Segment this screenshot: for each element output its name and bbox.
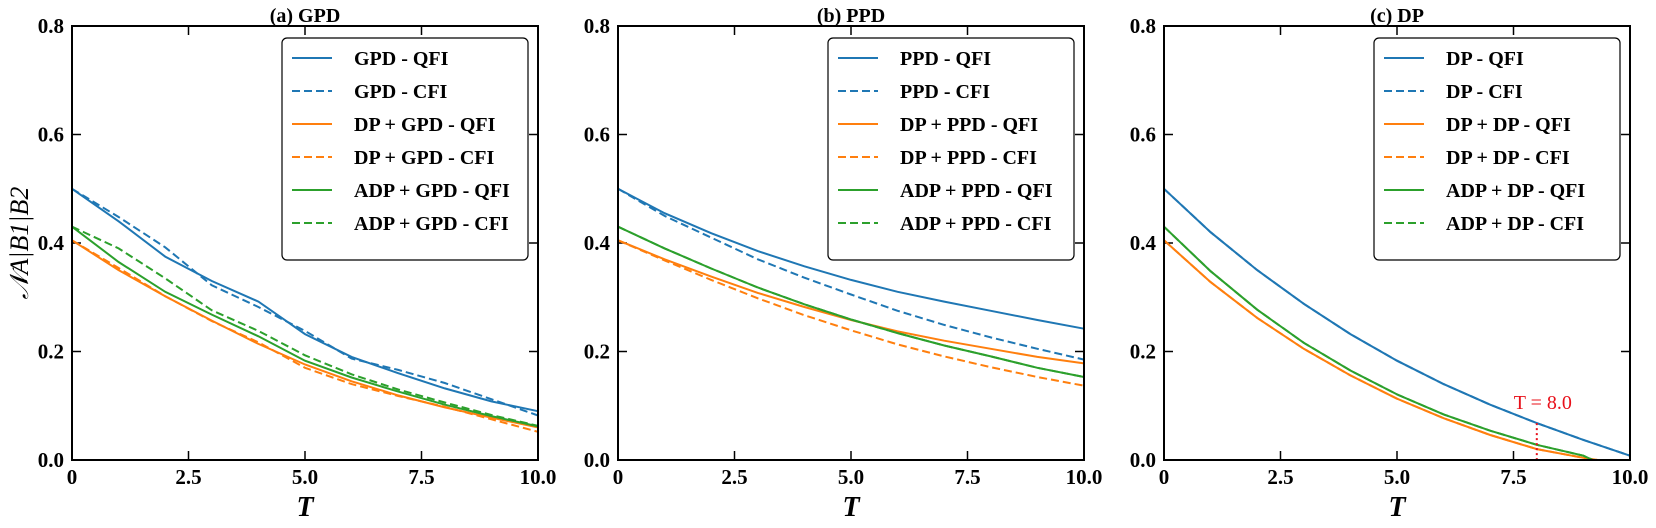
series-line-1: [617, 187, 1085, 330]
legend-label: DP + PPD - QFI: [900, 114, 1038, 136]
x-tick-label: 7.5: [408, 465, 434, 489]
legend-label: GPD - CFI: [354, 81, 448, 103]
legend: GPD - QFI GPD - CFI DP + GPD - QFI DP + GPD…: [281, 37, 529, 261]
annotation-label: T = 8.0: [1514, 392, 1572, 414]
series-line-5: [1163, 225, 1594, 461]
series-line-3: [1163, 239, 1598, 461]
legend-label: PPD - CFI: [900, 81, 990, 103]
y-tick-label: 0.0: [1130, 448, 1156, 472]
x-axis-label: T: [842, 492, 861, 523]
legend-label: DP + DP - QFI: [1446, 114, 1571, 136]
series-line-4: [617, 239, 1085, 387]
x-tick-label: 2.5: [721, 465, 747, 489]
axes-frame: [617, 25, 1085, 461]
y-tick-label: 0.4: [38, 231, 65, 255]
legend-label: DP - QFI: [1446, 48, 1524, 70]
x-tick-label: 7.5: [954, 465, 980, 489]
chart-panel-1: (a) GPD 0.0 0.2 0.4 0.6 0.8 0 2.5 5.0 7.5 10.0 GPD …: [5, 5, 556, 523]
panel-title: (b) PPD: [817, 5, 885, 27]
legend-label: ADP + DP - CFI: [1446, 213, 1584, 235]
x-tick-label: 0: [1159, 465, 1170, 489]
x-axis-label: T: [296, 492, 315, 523]
y-tick-label: 0.8: [1130, 14, 1156, 38]
y-tick-label: 0.2: [1130, 340, 1156, 364]
chart-panel-3: (c) DP 0.0 0.2 0.4 0.6 0.8 0 2.5 5.0 7.5 10.0 T = 8…: [1130, 5, 1649, 523]
axes-frame: [71, 25, 539, 461]
series-line-4: [71, 239, 539, 433]
x-tick-label: 2.5: [175, 465, 201, 489]
y-axis-label: 𝒩A|B1|B2: [5, 187, 34, 300]
legend-label: DP + GPD - CFI: [354, 147, 494, 169]
legend-label: DP + PPD - CFI: [900, 147, 1037, 169]
x-tick-label: 7.5: [1500, 465, 1526, 489]
legend-box: [827, 37, 1075, 261]
y-tick-label: 0.8: [584, 14, 610, 38]
legend: DP - QFI DP - CFI DP + DP - QFI DP + DP - C…: [1373, 37, 1621, 261]
y-tick-label: 0.0: [38, 448, 64, 472]
series-line-6: [71, 225, 539, 427]
y-tick-label: 0.6: [1130, 123, 1156, 147]
legend-label: ADP + GPD - CFI: [354, 213, 509, 235]
x-tick-label: 2.5: [1267, 465, 1293, 489]
x-tick-label: 10.0: [520, 465, 557, 489]
y-tick-label: 0.8: [38, 14, 64, 38]
series-line-4: [1163, 239, 1598, 461]
y-tick-label: 0.2: [38, 340, 64, 364]
x-tick-label: 0: [613, 465, 624, 489]
legend-box: [1373, 37, 1621, 261]
x-tick-label: 5.0: [838, 465, 864, 489]
chart-panel-2: (b) PPD 0.0 0.2 0.4 0.6 0.8 0 2.5 5.0 7.5 10.0 PPD …: [584, 5, 1103, 523]
y-tick-label: 0.6: [584, 123, 610, 147]
x-axis-label: T: [1388, 492, 1407, 523]
series-line-2: [1163, 188, 1631, 457]
x-tick-label: 0: [67, 465, 78, 489]
series-line-1: [71, 187, 539, 413]
legend-label: DP - CFI: [1446, 81, 1523, 103]
legend-label: GPD - QFI: [354, 48, 449, 70]
legend: PPD - QFI PPD - CFI DP + PPD - QFI DP + PPD…: [827, 37, 1075, 261]
panel-title: (a) GPD: [270, 5, 341, 27]
x-tick-label: 10.0: [1612, 465, 1649, 489]
series-line-2: [617, 187, 1085, 361]
x-tick-label: 10.0: [1066, 465, 1103, 489]
y-tick-label: 0.4: [584, 231, 611, 255]
legend-label: PPD - QFI: [900, 48, 991, 70]
axes-frame: [1163, 25, 1631, 461]
y-tick-label: 0.6: [38, 123, 64, 147]
panel-title: (c) DP: [1370, 5, 1424, 27]
legend-label: ADP + PPD - QFI: [900, 180, 1053, 202]
series-line-2: [71, 187, 539, 417]
series-line-6: [617, 225, 1085, 378]
legend-label: DP + DP - CFI: [1446, 147, 1570, 169]
legend-label: ADP + DP - QFI: [1446, 180, 1585, 202]
x-tick-label: 5.0: [1384, 465, 1410, 489]
legend-label: ADP + PPD - CFI: [900, 213, 1052, 235]
series-line-5: [71, 225, 539, 428]
legend-label: ADP + GPD - QFI: [354, 180, 510, 202]
y-tick-label: 0.4: [1130, 231, 1157, 255]
x-tick-label: 5.0: [292, 465, 318, 489]
series-line-6: [1163, 225, 1594, 461]
y-tick-label: 0.2: [584, 340, 610, 364]
legend-label: DP + GPD - QFI: [354, 114, 496, 136]
legend-box: [281, 37, 529, 261]
y-tick-label: 0.0: [584, 448, 610, 472]
